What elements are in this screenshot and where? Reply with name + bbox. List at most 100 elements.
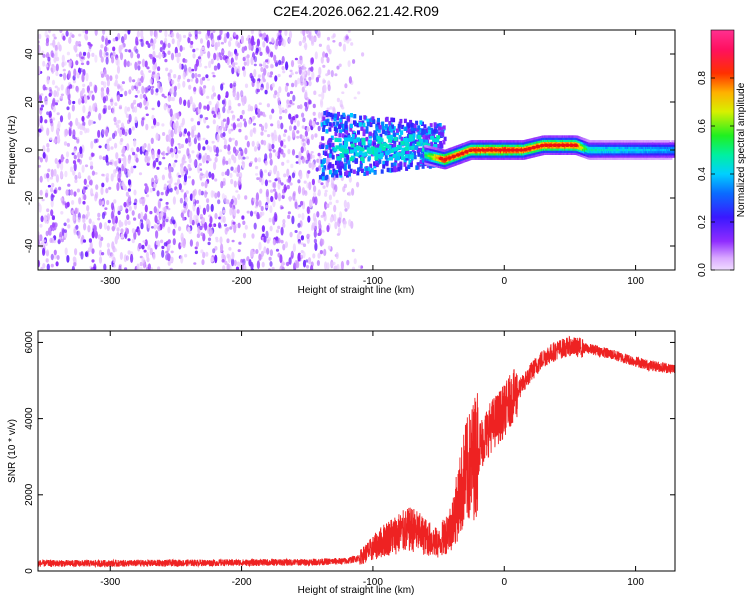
spectrogram-cell: [229, 207, 233, 216]
spectrogram-cell: [205, 170, 209, 179]
spectrogram-cell: [56, 99, 60, 103]
spectrogram-cell: [162, 220, 166, 228]
spectrogram-cell: [92, 103, 96, 112]
spectrogram-cell: [196, 154, 200, 158]
spectrogram-cell: [257, 157, 261, 163]
spectrogram-cell: [124, 267, 128, 270]
spectrogram-cell: [365, 126, 369, 131]
spectrogram-cell: [68, 39, 72, 44]
spectrogram-cell: [171, 97, 175, 102]
spectrogram-cell: [119, 205, 123, 211]
spectrogram-cell: [332, 189, 336, 197]
spectrogram-cell: [375, 123, 379, 129]
spectrogram-cell: [133, 138, 137, 147]
spectrogram-cell: [94, 30, 98, 36]
spectrogram-cell: [253, 127, 257, 135]
spectrogram-cell: [138, 172, 143, 176]
spectrogram-cell: [388, 156, 393, 161]
spectrogram-cell: [344, 148, 349, 153]
spectrogram-cell: [358, 151, 363, 155]
spectrogram-cell: [80, 251, 84, 260]
spectrogram-cell: [248, 259, 252, 267]
spectrogram-cell: [357, 167, 361, 172]
spectrogram-cell: [230, 166, 234, 171]
spectrogram-cell: [280, 226, 284, 236]
spectrogram-cell: [227, 150, 231, 155]
spectrogram-cell: [193, 188, 197, 196]
spectrogram-cell: [53, 189, 57, 194]
spectrogram-cell: [76, 86, 80, 93]
spectrogram-cell: [179, 197, 183, 204]
spectrogram-cell: [301, 138, 305, 142]
spectrogram-cell: [174, 52, 179, 58]
spectrogram-cell: [329, 216, 333, 223]
spectrogram-cell: [295, 114, 299, 119]
spectrogram-cell: [105, 56, 109, 65]
spectrogram-cell: [74, 207, 78, 215]
spectrogram-cell: [403, 150, 407, 156]
spectrogram-cell: [312, 191, 317, 197]
spectrogram-cell: [125, 255, 129, 261]
spectrogram-cell: [294, 230, 298, 233]
spectrogram-cell: [417, 131, 421, 136]
spectrogram-cell: [262, 41, 266, 48]
spectrogram-cell: [175, 153, 179, 159]
spectrogram-cell: [83, 194, 87, 201]
spectrogram-cell: [324, 201, 328, 210]
spectrogram-cell: [106, 87, 110, 95]
spectrogram-cell: [60, 93, 64, 97]
spectrogram-cell: [222, 132, 226, 137]
spectrogram-cell: [102, 30, 106, 35]
spectrogram-cell: [432, 138, 437, 143]
spectrogram-cell: [398, 141, 402, 146]
spectrogram-cell: [346, 201, 350, 210]
spectrogram-cell: [73, 68, 77, 77]
spectrogram-cell: [407, 133, 411, 139]
spectrogram-cell: [226, 31, 230, 39]
spectrogram-cell: [295, 155, 299, 159]
spectrogram-cell: [299, 170, 303, 180]
spectrogram-cell: [98, 145, 102, 149]
spectrogram-cell: [173, 85, 178, 92]
spectrogram-cell: [301, 125, 305, 129]
spectrogram-cell: [229, 226, 233, 230]
spectrogram-cell: [328, 48, 332, 55]
spectrogram-cell: [284, 129, 288, 133]
spectrogram-cell: [54, 49, 58, 57]
spectrogram-cell: [413, 123, 417, 128]
spectrogram-cell: [409, 119, 413, 125]
spectrogram-cell: [334, 221, 338, 230]
spectrogram-cell: [311, 178, 315, 186]
spectrogram-cell: [362, 122, 366, 128]
spectrogram-cell: [126, 106, 131, 112]
spectrogram-cell: [46, 127, 50, 136]
spectrogram-cell: [127, 169, 131, 178]
spectrogram-cell: [321, 171, 325, 177]
spectrogram-cell: [117, 119, 121, 124]
spectrogram-cell: [347, 164, 351, 169]
spectrogram-cell: [244, 147, 248, 155]
spectrogram-cell: [67, 70, 71, 79]
spectrogram-cell: [170, 137, 174, 147]
spectrogram-cell: [277, 181, 281, 190]
spectrogram-cell: [174, 46, 178, 55]
spectrogram-cell: [42, 263, 46, 269]
spectrogram-cell: [161, 249, 165, 258]
spectrogram-cell: [355, 145, 360, 150]
spectrogram-cell: [344, 208, 348, 212]
spectrogram-cell: [248, 162, 252, 167]
spectrogram-cell: [335, 199, 339, 204]
spectrogram-cell: [293, 125, 297, 131]
spectrogram-cell: [379, 143, 384, 148]
spectrogram-cell: [146, 162, 150, 166]
spectrogram-cell: [120, 228, 124, 233]
spectrogram-cell: [308, 80, 312, 87]
spectrogram-cell: [255, 199, 259, 207]
spectrogram-cell: [280, 239, 284, 244]
spectrogram-cell: [59, 95, 64, 99]
spectrogram-cell: [261, 211, 265, 216]
spectrogram-cell: [122, 183, 126, 190]
spectrogram-cell: [294, 260, 298, 269]
spectrogram-cell: [336, 65, 340, 70]
spectrogram-cell: [379, 152, 384, 157]
